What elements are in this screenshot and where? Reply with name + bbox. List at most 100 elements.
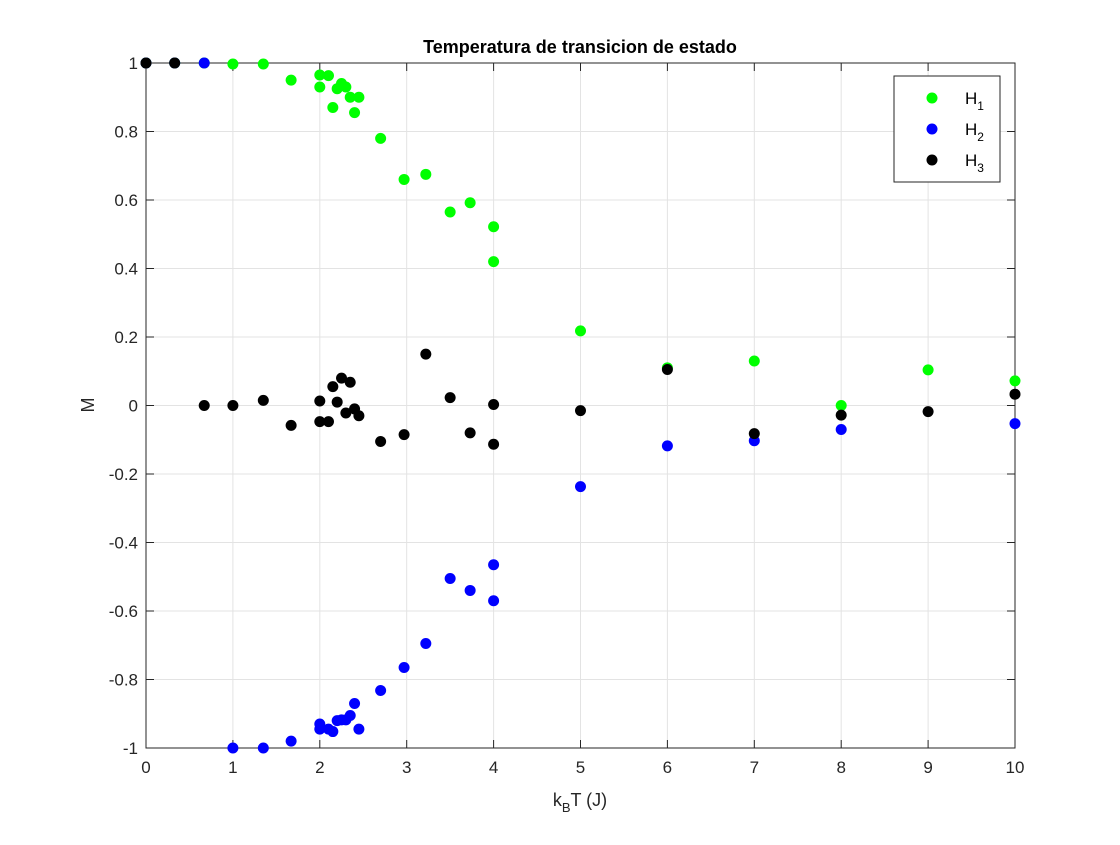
data-point-h2 — [314, 718, 326, 730]
series-h3 — [140, 57, 1021, 450]
legend-label-h3: H3 — [965, 151, 984, 175]
x-tick-label: 2 — [315, 758, 324, 777]
data-point-h3 — [575, 405, 586, 417]
data-point-h3 — [420, 348, 432, 360]
data-point-h3 — [661, 364, 673, 376]
legend-marker-h2 — [926, 123, 938, 135]
data-point-h1 — [327, 102, 339, 114]
x-tick-label: 1 — [228, 758, 237, 777]
data-point-h1 — [922, 364, 934, 376]
data-point-h1 — [285, 74, 297, 86]
x-tick-label: 8 — [836, 758, 845, 777]
data-point-h3 — [314, 395, 326, 407]
data-point-h1 — [748, 355, 760, 367]
data-point-h1 — [444, 206, 456, 218]
data-point-h2 — [227, 742, 239, 754]
data-point-h2 — [420, 638, 432, 650]
x-axis-label-main: k — [553, 790, 563, 810]
y-tick-label: 0 — [129, 397, 138, 416]
data-point-h3 — [331, 396, 343, 408]
data-point-h1 — [488, 221, 500, 233]
data-point-h3 — [488, 438, 500, 450]
data-point-h1 — [257, 58, 269, 70]
data-point-h3 — [336, 372, 348, 384]
data-point-h1 — [420, 168, 432, 180]
y-tick-label: -1 — [123, 739, 138, 758]
data-point-h2 — [444, 572, 456, 584]
y-tick-label: -0.8 — [109, 671, 138, 690]
data-point-h1 — [340, 81, 352, 93]
x-tick-label: 9 — [923, 758, 932, 777]
data-point-h2 — [835, 423, 847, 435]
data-point-h2 — [398, 662, 410, 674]
data-point-h2 — [344, 709, 356, 721]
data-point-h1 — [375, 132, 387, 144]
data-point-h1 — [314, 81, 326, 93]
data-point-h2 — [285, 735, 297, 747]
data-point-h2 — [488, 595, 500, 607]
x-axis-label-subscript: B — [562, 800, 571, 815]
data-point-h2 — [488, 559, 500, 571]
data-point-h3 — [375, 435, 387, 447]
data-point-h3 — [198, 400, 210, 411]
data-point-h2 — [661, 440, 673, 452]
x-tick-label: 6 — [663, 758, 672, 777]
data-point-h1 — [353, 91, 365, 103]
legend-label-h1: H1 — [965, 89, 984, 113]
data-point-h2 — [257, 742, 269, 754]
legend-box — [893, 75, 1001, 183]
data-point-h2 — [375, 684, 387, 696]
y-tick-label: 0.2 — [114, 328, 138, 347]
data-point-h3 — [314, 416, 326, 428]
data-point-h3 — [340, 407, 352, 419]
legend-marker-h3 — [926, 154, 938, 166]
data-point-h1 — [314, 69, 326, 81]
y-tick-label: 1 — [129, 54, 138, 73]
data-point-h2 — [575, 481, 586, 493]
legend[interactable]: H1 H2 H3 — [893, 75, 1001, 183]
data-point-h3 — [169, 57, 181, 69]
data-point-h2 — [1009, 418, 1021, 430]
x-tick-label: 0 — [141, 758, 150, 777]
data-point-h1 — [349, 107, 361, 119]
data-point-h2 — [349, 697, 361, 709]
x-axis-label: kBT (J) — [553, 790, 607, 815]
axis-ticks: 0 1 2 3 4 5 6 7 8 9 10 -1 -0.8 -0.6 -0.4 -0.2 0 0.2 0.4 0.6… — [109, 54, 1025, 777]
data-point-h3 — [227, 400, 239, 411]
x-tick-label: 3 — [402, 758, 411, 777]
data-point-h3 — [398, 429, 410, 441]
data-point-h1 — [344, 91, 356, 103]
data-point-h1 — [488, 256, 500, 268]
data-point-h1 — [835, 400, 847, 411]
data-point-h3 — [488, 398, 500, 410]
data-point-h1 — [227, 58, 239, 70]
data-point-h2 — [464, 584, 476, 596]
y-axis-label: M — [78, 398, 98, 413]
data-point-h3 — [327, 381, 339, 393]
data-point-h1 — [1009, 375, 1021, 387]
data-point-h1 — [575, 325, 586, 337]
data-point-h3 — [835, 409, 847, 421]
x-axis-label-rest: T (J) — [571, 790, 608, 810]
data-point-h1 — [322, 70, 334, 82]
y-tick-label: 0.6 — [114, 191, 138, 210]
data-point-h1 — [464, 197, 476, 209]
data-point-h3 — [464, 427, 476, 439]
data-point-h1 — [398, 173, 410, 185]
y-tick-label: 0.4 — [114, 260, 138, 279]
data-point-h3 — [322, 416, 334, 428]
chart-title: Temperatura de transicion de estado — [423, 37, 737, 57]
data-point-h3 — [140, 57, 152, 69]
y-tick-label: 0.8 — [114, 123, 138, 142]
data-points — [140, 57, 1021, 754]
data-point-h3 — [748, 428, 760, 440]
x-tick-label: 10 — [1006, 758, 1025, 777]
x-tick-label: 7 — [750, 758, 759, 777]
y-tick-label: -0.4 — [109, 534, 138, 553]
x-tick-label: 5 — [576, 758, 585, 777]
legend-marker-h1 — [926, 92, 938, 104]
data-point-h3 — [353, 410, 365, 422]
data-point-h2 — [327, 726, 339, 738]
